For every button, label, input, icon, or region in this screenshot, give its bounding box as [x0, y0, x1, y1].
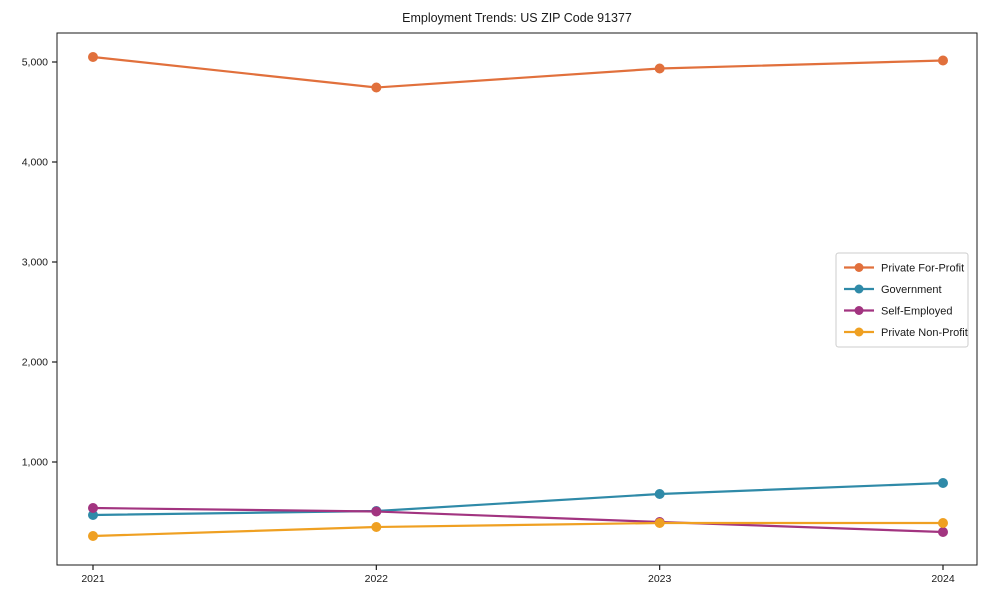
x-tick-label: 2023: [648, 573, 672, 585]
legend-swatch-marker: [854, 306, 864, 315]
axes-spines: [56, 32, 978, 566]
legend-swatch-marker: [854, 327, 864, 337]
chart-title: Employment Trends: US ZIP Code 91377: [402, 11, 632, 25]
legend-label-private-non-profit: Private Non-Profit: [881, 327, 968, 339]
y-tick-label: 1,000: [22, 457, 48, 469]
legend-label-government: Government: [881, 284, 942, 296]
marker-private-for-profit: [654, 63, 665, 74]
x-tick-label: 2022: [365, 573, 389, 585]
line-private-for-profit: [92, 55, 944, 89]
x-tick-label: 2021: [81, 573, 105, 585]
y-tick-label: 5,000: [22, 57, 48, 69]
marker-private-non-profit: [654, 518, 665, 528]
marker-private-for-profit: [938, 55, 948, 66]
line-government: [92, 481, 944, 517]
line-private-non-profit: [92, 521, 943, 538]
marker-government: [654, 489, 665, 499]
x-tick-label: 2024: [931, 573, 955, 585]
marker-self-employed: [88, 503, 98, 513]
marker-self-employed: [938, 527, 948, 537]
legend-label-private-for-profit: Private For-Profit: [881, 262, 964, 274]
line-self-employed: [92, 506, 944, 534]
marker-self-employed: [371, 506, 382, 517]
y-tick-label: 4,000: [22, 157, 48, 169]
y-tick-label: 2,000: [22, 357, 48, 369]
y-tick-label: 3,000: [22, 257, 48, 269]
marker-private-non-profit: [938, 518, 948, 528]
marker-private-for-profit: [88, 52, 98, 62]
legend-swatch-marker: [854, 284, 864, 294]
marker-private-for-profit: [371, 82, 382, 93]
legend-swatch-marker: [854, 263, 864, 272]
marker-private-non-profit: [88, 531, 98, 541]
marker-private-non-profit: [371, 522, 382, 532]
marker-government: [938, 478, 948, 488]
legend-box: [835, 252, 969, 348]
legend-label-self-employed: Self-Employed: [881, 305, 953, 317]
marker-government: [88, 510, 98, 520]
